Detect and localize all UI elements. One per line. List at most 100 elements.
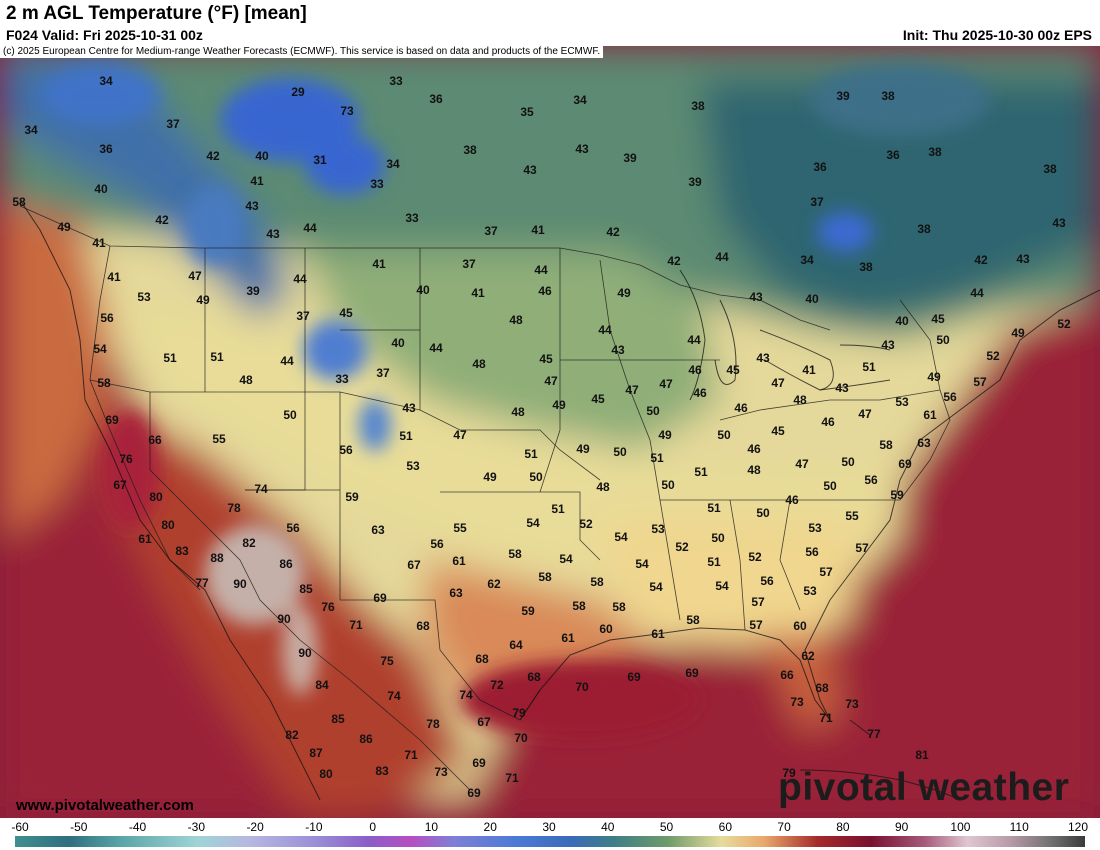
temperature-label: 57: [855, 541, 869, 555]
temperature-label: 58: [572, 599, 586, 613]
temperature-label: 77: [867, 727, 881, 741]
temperature-label: 57: [751, 595, 765, 609]
temperature-label: 41: [92, 236, 106, 250]
temperature-label: 50: [841, 455, 855, 469]
temperature-label: 54: [559, 552, 573, 566]
temperature-label: 54: [649, 580, 663, 594]
temperature-label: 36: [886, 148, 900, 162]
color-bar-gradient: [15, 836, 1085, 847]
temperature-label: 33: [389, 74, 403, 88]
temperature-label: 46: [821, 415, 835, 429]
temperature-label: 43: [756, 351, 770, 365]
temperature-label: 44: [970, 286, 984, 300]
temperature-label: 82: [242, 536, 256, 550]
temperature-label: 58: [879, 438, 893, 452]
temperature-label: 43: [749, 290, 763, 304]
temperature-label: 73: [845, 697, 859, 711]
temperature-label: 76: [321, 600, 335, 614]
temperature-label: 49: [196, 293, 210, 307]
temperature-label: 34: [386, 157, 400, 171]
temperature-label: 54: [526, 516, 540, 530]
legend-tick: -60: [11, 820, 29, 834]
temperature-label: 43: [402, 401, 416, 415]
temperature-label: 71: [505, 771, 519, 785]
temperature-label: 38: [859, 260, 873, 274]
temperature-label: 87: [309, 746, 323, 760]
coastlines: [19, 199, 1100, 801]
temperature-label: 53: [895, 395, 909, 409]
temperature-label: 61: [452, 554, 466, 568]
temperature-label: 58: [508, 547, 522, 561]
temperature-label: 36: [813, 160, 827, 174]
temperature-label: 46: [538, 284, 552, 298]
legend-tick: 70: [777, 820, 791, 834]
website-link[interactable]: www.pivotalweather.com: [16, 797, 194, 814]
temperature-label: 50: [661, 478, 675, 492]
temperature-label: 84: [315, 678, 329, 692]
temperature-label: 38: [917, 222, 931, 236]
temperature-label: 36: [429, 92, 443, 106]
temperature-label: 39: [836, 89, 850, 103]
temperature-label: 44: [534, 263, 548, 277]
temperature-label: 56: [805, 545, 819, 559]
temperature-label: 55: [212, 432, 226, 446]
temperature-label: 79: [782, 766, 796, 780]
temperature-label: 43: [245, 199, 259, 213]
legend-tick: 120: [1067, 820, 1089, 834]
temperature-label: 56: [100, 311, 114, 325]
temperature-label: 74: [387, 689, 401, 703]
temperature-label: 51: [399, 429, 413, 443]
temperature-label: 37: [484, 224, 498, 238]
temperature-label: 49: [552, 398, 566, 412]
temperature-label: 56: [943, 390, 957, 404]
temperature-label: 80: [149, 490, 163, 504]
temperature-label: 62: [801, 649, 815, 663]
temperature-label: 56: [760, 574, 774, 588]
temperature-label: 85: [299, 582, 313, 596]
temperature-label: 58: [97, 376, 111, 390]
temperature-label: 51: [694, 465, 708, 479]
temperature-label: 42: [206, 149, 220, 163]
temperature-label: 62: [487, 577, 501, 591]
temperature-label: 56: [864, 473, 878, 487]
temperature-label: 47: [858, 407, 872, 421]
temperature-label: 57: [819, 565, 833, 579]
temperature-label: 68: [475, 652, 489, 666]
temperature-label: 51: [707, 555, 721, 569]
legend-tick: 20: [483, 820, 497, 834]
temperature-label: 59: [345, 490, 359, 504]
temperature-label: 52: [986, 349, 1000, 363]
temperature-label: 88: [210, 551, 224, 565]
temperature-label: 41: [372, 257, 386, 271]
temperature-label: 68: [527, 670, 541, 684]
temperature-label: 54: [715, 579, 729, 593]
temperature-label: 34: [800, 253, 814, 267]
temperature-label: 40: [895, 314, 909, 328]
temperature-label: 78: [227, 501, 241, 515]
legend-tick: 90: [894, 820, 909, 834]
temperature-label: 41: [107, 270, 121, 284]
temperature-label: 75: [380, 654, 394, 668]
temperature-label: 42: [606, 225, 620, 239]
temperature-label: 54: [635, 557, 649, 571]
legend-tick: 10: [424, 820, 439, 834]
temperature-label: 40: [416, 283, 430, 297]
temperature-label: 70: [514, 731, 528, 745]
temperature-label: 37: [810, 195, 824, 209]
temperature-label: 39: [688, 175, 702, 189]
temperature-label: 34: [24, 123, 38, 137]
temperature-label: 68: [416, 619, 430, 633]
map-header: 2 m AGL Temperature (°F) [mean] F024 Val…: [0, 0, 1100, 46]
temperature-label: 71: [349, 618, 363, 632]
temperature-label: 53: [406, 459, 420, 473]
temperature-label: 47: [771, 376, 785, 390]
temperature-label: 48: [239, 373, 253, 387]
temperature-label: 56: [430, 537, 444, 551]
map-title: 2 m AGL Temperature (°F) [mean]: [6, 3, 307, 24]
temperature-label: 82: [285, 728, 299, 742]
temperature-label: 50: [756, 506, 770, 520]
temperature-label: 69: [472, 756, 486, 770]
temperature-label: 66: [148, 433, 162, 447]
